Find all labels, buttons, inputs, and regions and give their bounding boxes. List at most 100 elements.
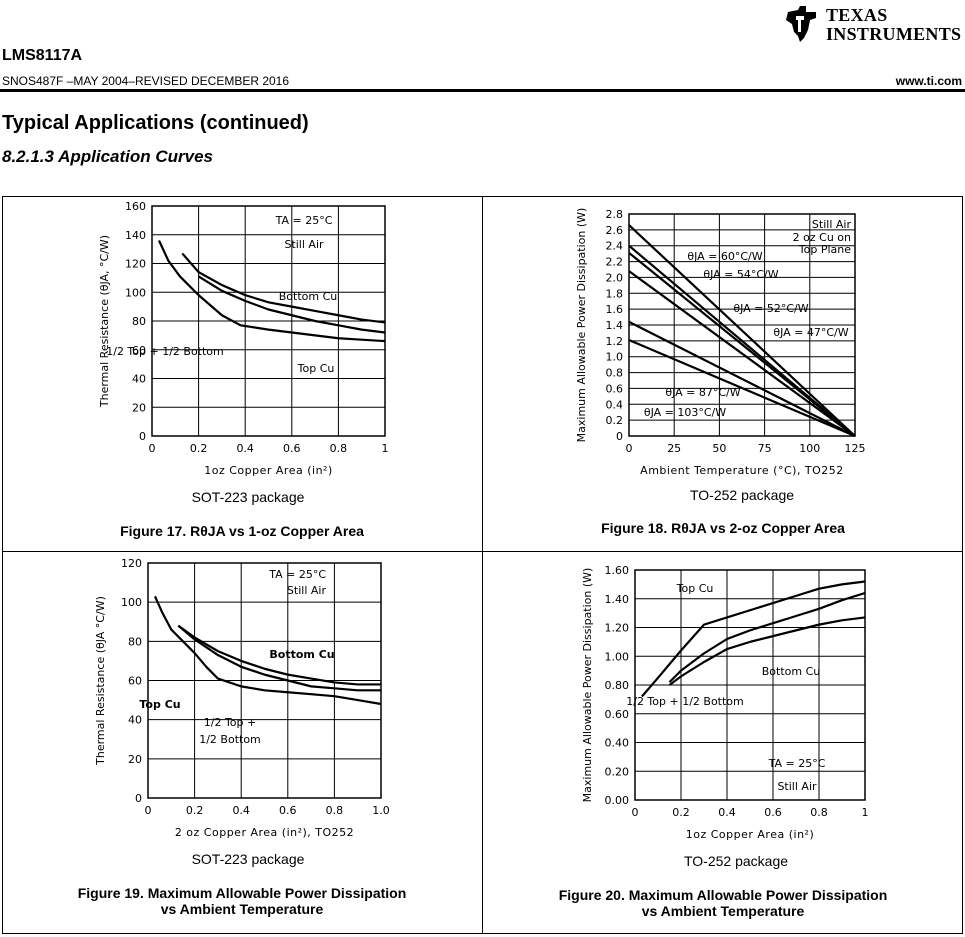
logo-text-line1: TEXAS xyxy=(826,5,888,25)
chart-annotation: Top Cu xyxy=(297,362,335,375)
x-tick-label: 1 xyxy=(862,806,869,819)
y-axis-label: Maximum Allowable Power Dissipation (W) xyxy=(581,568,594,803)
y-axis-label: Maximum Allowable Power Dissipation (W) xyxy=(575,208,588,443)
y-tick-label: 0.8 xyxy=(606,367,624,380)
y-tick-label: 1.60 xyxy=(605,564,630,577)
series-line xyxy=(177,624,381,686)
chart-annotation: Still Air xyxy=(812,218,852,231)
y-tick-label: 0.60 xyxy=(605,708,630,721)
figure-20-caption: Figure 20. Maximum Allowable Power Dissi… xyxy=(483,887,963,919)
chart-annotation: Top Cu xyxy=(139,698,180,711)
subsection-title: 8.2.1.3 Application Curves xyxy=(2,147,213,166)
plot-frame xyxy=(151,205,386,437)
chart-annotation: Top Cu xyxy=(676,582,714,595)
y-tick-label: 1.6 xyxy=(606,303,624,316)
x-tick-label: 25 xyxy=(667,442,681,455)
figure-20-caption-line2: vs Ambient Temperature xyxy=(641,903,805,919)
figure-18-caption: Figure 18. RθJA vs 2-oz Copper Area xyxy=(601,520,845,536)
series-line xyxy=(628,320,856,437)
series-line xyxy=(153,595,382,706)
y-tick-label: 40 xyxy=(132,373,146,386)
y-tick-label: 80 xyxy=(132,315,146,328)
document-id: SNOS487F –MAY 2004–REVISED DECEMBER 2016 xyxy=(2,74,290,88)
figure-18-package: TO-252 package xyxy=(689,487,795,503)
y-axis-label: Thermal Resistance (θJA, °C/W) xyxy=(98,235,111,408)
x-tick-label: 1.0 xyxy=(372,804,390,817)
x-tick-label: 0.4 xyxy=(236,442,254,455)
y-tick-label: 0 xyxy=(139,430,146,443)
chart-annotation: 1/2 Bottom xyxy=(199,733,261,746)
series-line xyxy=(668,591,866,683)
x-tick-label: 0.6 xyxy=(283,442,301,455)
x-tick-label: 0 xyxy=(632,806,639,819)
x-tick-label: 0.2 xyxy=(186,804,204,817)
figure-17-package: SOT-223 package xyxy=(191,489,305,505)
y-tick-label: 0.4 xyxy=(606,398,624,411)
chart-annotation: Still Air xyxy=(777,780,817,793)
series-label: θJA = 47°C/W xyxy=(773,326,848,339)
y-tick-label: 1.00 xyxy=(605,650,630,663)
chart-annotation: Top Plane xyxy=(798,243,851,256)
y-tick-label: 1.4 xyxy=(606,319,624,332)
x-axis-label: 2 oz Copper Area (in²), TO252 xyxy=(175,826,354,839)
y-tick-label: 2.0 xyxy=(606,271,624,284)
figure-20-chart: 0 0.2 0.4 0.6 0.8 1 0.00 0.20 0.40 0.60 0.80 1.00 1.… xyxy=(581,564,869,841)
chart-annotation: TA = 25°C xyxy=(768,757,826,770)
x-tick-label: 0.2 xyxy=(190,442,208,455)
grid-divider-horizontal xyxy=(2,551,963,552)
plot-frame xyxy=(634,569,866,801)
x-tick-label: 100 xyxy=(799,442,820,455)
y-tick-label: 0 xyxy=(616,430,623,443)
x-tick-label: 1 xyxy=(382,442,389,455)
series-line xyxy=(628,270,856,437)
part-number: LMS8117A xyxy=(2,47,83,64)
figure-18-chart: 0 25 50 75 100 125 0 0.2 0.4 0.6 0.8 1.0 1.2 1.4 1.6 1.… xyxy=(575,208,866,477)
x-tick-label: 0 xyxy=(149,442,156,455)
plot-frame xyxy=(147,562,382,799)
y-tick-label: 0.80 xyxy=(605,679,630,692)
series-line xyxy=(641,580,866,698)
y-tick-label: 2.6 xyxy=(606,224,624,237)
section-title: Typical Applications (continued) xyxy=(2,112,309,134)
x-tick-label: 0.6 xyxy=(279,804,297,817)
y-tick-label: 1.0 xyxy=(606,351,624,364)
y-tick-label: 2.4 xyxy=(606,240,624,253)
x-tick-label: 0.6 xyxy=(764,806,782,819)
chart-annotation: Still Air xyxy=(287,584,327,597)
y-axis-label: Thermal Resistance (θJA °C/W) xyxy=(94,596,107,766)
y-tick-label: 20 xyxy=(132,401,146,414)
series-label: θJA = 87°C/W xyxy=(665,386,740,399)
figure-20-package: TO-252 package xyxy=(683,853,789,869)
series-label: θJA = 103°C/W xyxy=(644,406,726,419)
y-tick-label: 1.2 xyxy=(606,335,624,348)
series-line xyxy=(628,339,856,438)
grid-divider-vertical xyxy=(482,196,483,934)
chart-annotation: 2 oz Cu on xyxy=(793,231,851,244)
y-tick-label: 60 xyxy=(128,675,142,688)
chart-annotation: 1/2 Top + xyxy=(204,716,256,729)
series-line xyxy=(628,224,856,437)
ti-logo-mark xyxy=(786,6,816,42)
figure-19-caption: Figure 19. Maximum Allowable Power Dissi… xyxy=(2,885,482,917)
chart-annotation: TA = 25°C xyxy=(275,214,333,227)
y-tick-label: 2.2 xyxy=(606,256,624,269)
figure-19-caption-line1: Figure 19. Maximum Allowable Power Dissi… xyxy=(77,885,407,901)
y-tick-label: 1.8 xyxy=(606,287,624,300)
figure-19-chart: 0 0.2 0.4 0.6 0.8 1.0 0 20 40 60 80 100 120 2 oz Copp… xyxy=(94,557,390,839)
x-tick-label: 0.4 xyxy=(232,804,250,817)
x-tick-label: 0.2 xyxy=(672,806,690,819)
series-label: θJA = 60°C/W xyxy=(687,250,762,263)
website-link[interactable]: www.ti.com xyxy=(895,74,962,88)
figure-20-caption-line1: Figure 20. Maximum Allowable Power Dissi… xyxy=(558,887,888,903)
x-tick-label: 0.8 xyxy=(326,804,344,817)
y-tick-label: 160 xyxy=(125,200,146,213)
series-label: θJA = 54°C/W xyxy=(703,268,778,281)
y-tick-label: 0 xyxy=(135,792,142,805)
plot-frame xyxy=(628,213,856,437)
y-tick-label: 120 xyxy=(125,258,146,271)
x-tick-label: 125 xyxy=(845,442,866,455)
x-tick-label: 0 xyxy=(145,804,152,817)
x-axis-label: 1oz Copper Area (in²) xyxy=(204,464,333,477)
chart-annotation: 1/2 Top + 1/2 Bottom xyxy=(626,695,744,708)
series-line xyxy=(198,275,386,334)
